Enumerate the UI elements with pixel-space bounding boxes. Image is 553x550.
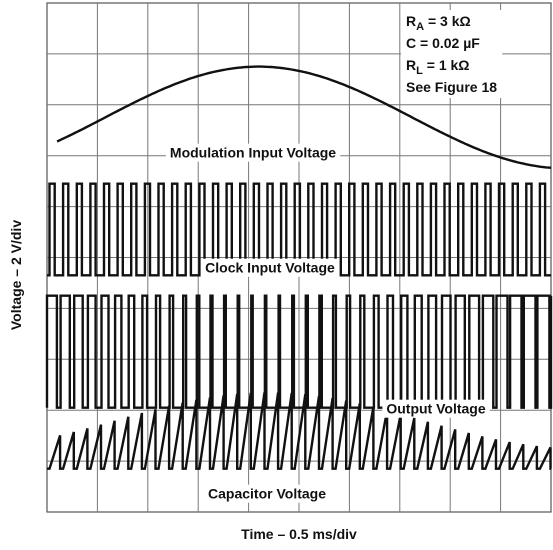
x-axis-label: Time – 0.5 ms/div bbox=[241, 526, 357, 542]
label-modulation-input-voltage: Modulation Input Voltage bbox=[170, 145, 336, 161]
annotation-line-4: See Figure 18 bbox=[406, 79, 497, 95]
trace-labels: Modulation Input Voltage Clock Input Volt… bbox=[165, 143, 490, 503]
annotation-line-2: C = 0.02 µF bbox=[406, 35, 480, 51]
series-modulation-input-voltage bbox=[56, 65, 552, 169]
label-background bbox=[165, 143, 341, 162]
y-axis-label: Voltage – 2 V/div bbox=[3, 190, 29, 360]
label-clock-input-voltage: Clock Input Voltage bbox=[205, 260, 335, 276]
annotation-line-1: RA = 3 kΩ bbox=[406, 13, 471, 33]
y-axis-label-text: Voltage – 2 V/div bbox=[8, 219, 25, 331]
label-background bbox=[204, 484, 331, 503]
label-capacitor-voltage: Capacitor Voltage bbox=[208, 486, 326, 502]
label-background bbox=[382, 399, 490, 418]
series-capacitor-voltage bbox=[47, 392, 552, 470]
annotation-background bbox=[401, 10, 503, 98]
label-background bbox=[201, 258, 340, 277]
label-output-voltage: Output Voltage bbox=[386, 401, 485, 417]
traces bbox=[45, 65, 553, 470]
series-output-voltage bbox=[45, 294, 553, 409]
series-clock-input-voltage bbox=[47, 182, 551, 277]
parameter-annotations: RA = 3 kΩ C = 0.02 µF RL = 1 kΩ See Figure … bbox=[401, 10, 503, 98]
annotation-line-3: RL = 1 kΩ bbox=[406, 57, 470, 77]
